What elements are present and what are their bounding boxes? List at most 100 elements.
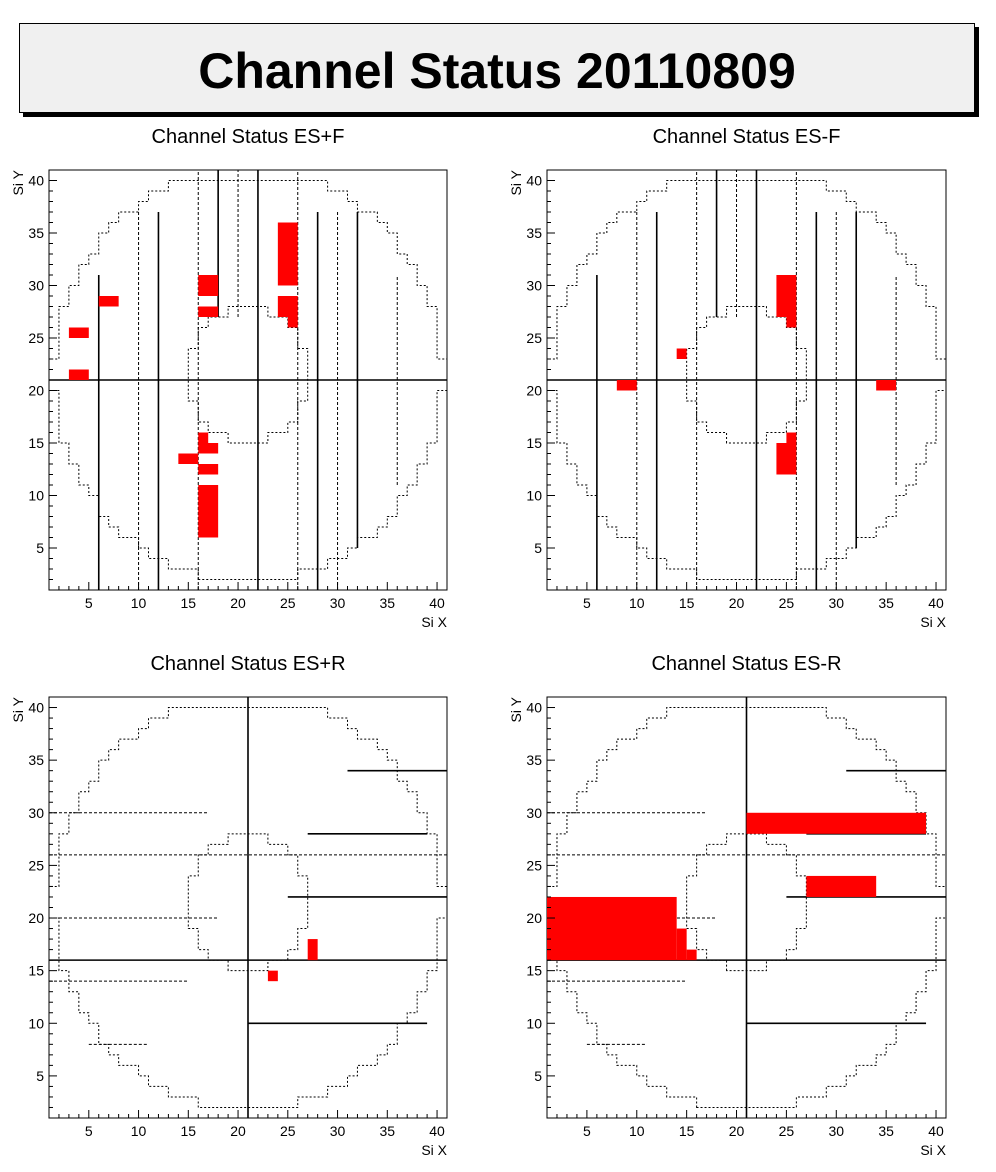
- bad-channel-region: [198, 432, 209, 443]
- x-tick-label: 40: [928, 1123, 944, 1139]
- y-tick-label: 5: [36, 540, 44, 556]
- chart-panel-3: 5 10 15 20 25 30 35 40 5 10 15 20 25 30 35 40 Channel St…: [10, 653, 448, 1158]
- bad-channel-region: [776, 275, 797, 317]
- x-tick-label: 30: [330, 595, 346, 611]
- x-tick-label: 35: [878, 1123, 894, 1139]
- bad-channel-region: [676, 928, 687, 961]
- y-tick-label: 25: [526, 857, 542, 873]
- chart-panel-2: 5 10 15 20 25 30 35 40 5 10 15 20 25 30 35 40 Channel St…: [508, 126, 947, 630]
- panel-title: Channel Status ES+F: [152, 126, 345, 148]
- bad-channel-region: [198, 485, 219, 538]
- x-tick-label: 25: [280, 595, 296, 611]
- y-tick-label: 10: [526, 1015, 542, 1031]
- x-axis-label: Si X: [421, 614, 447, 630]
- y-tick-label: 30: [28, 805, 44, 821]
- y-tick-label: 20: [526, 910, 542, 926]
- x-tick-label: 20: [230, 595, 246, 611]
- y-tick-label: 15: [526, 435, 542, 451]
- y-tick-label: 10: [526, 488, 542, 504]
- y-tick-label: 5: [534, 1068, 542, 1084]
- canvas-title-box: Channel Status 20110809: [19, 23, 975, 113]
- panel-title: Channel Status ES-R: [651, 653, 841, 675]
- detector-outline: [48, 180, 448, 580]
- x-tick-label: 20: [729, 1123, 745, 1139]
- x-tick-label: 35: [878, 595, 894, 611]
- x-tick-label: 15: [181, 1123, 197, 1139]
- y-axis-label: Si Y: [508, 696, 524, 722]
- x-tick-label: 30: [828, 595, 844, 611]
- y-axis-label: Si Y: [10, 169, 26, 195]
- bad-channel-region: [786, 317, 797, 328]
- bad-channel-region: [547, 896, 677, 961]
- y-tick-label: 15: [28, 435, 44, 451]
- central-hole-outline: [187, 833, 309, 972]
- y-tick-label: 5: [36, 1068, 44, 1084]
- chart-panel-4: 5 10 15 20 25 30 35 40 5 10 15 20 25 30 35 40 Channel St…: [508, 653, 947, 1158]
- bad-channel-region: [876, 380, 897, 391]
- bad-channel-region: [68, 369, 89, 380]
- bad-channel-region: [98, 296, 119, 307]
- x-tick-label: 10: [131, 1123, 147, 1139]
- x-axis-label: Si X: [920, 614, 946, 630]
- bad-channel-region: [776, 443, 797, 475]
- y-tick-label: 20: [526, 383, 542, 399]
- bad-channel-region: [806, 875, 877, 897]
- x-tick-label: 5: [583, 595, 591, 611]
- y-axis-label: Si Y: [508, 169, 524, 195]
- x-tick-label: 35: [380, 595, 396, 611]
- y-axis-label: Si Y: [10, 696, 26, 722]
- panel-title: Channel Status ES-F: [653, 126, 841, 148]
- panel-title: Channel Status ES+R: [150, 653, 345, 675]
- y-tick-label: 20: [28, 383, 44, 399]
- x-tick-label: 25: [779, 1123, 795, 1139]
- y-tick-label: 15: [28, 963, 44, 979]
- y-tick-label: 30: [526, 278, 542, 294]
- y-tick-label: 25: [526, 330, 542, 346]
- bad-channel-region: [68, 327, 89, 338]
- detector-outline: [546, 180, 947, 580]
- bad-channel-region: [198, 464, 219, 475]
- x-axis-label: Si X: [920, 1142, 946, 1158]
- y-tick-label: 5: [534, 540, 542, 556]
- bad-channel-region: [198, 275, 219, 296]
- x-tick-label: 40: [928, 595, 944, 611]
- x-axis-label: Si X: [421, 1142, 447, 1158]
- bad-channel-region: [198, 306, 219, 317]
- x-tick-label: 40: [429, 595, 445, 611]
- x-tick-label: 10: [629, 595, 645, 611]
- x-tick-label: 10: [629, 1123, 645, 1139]
- y-tick-label: 35: [28, 752, 44, 768]
- bad-channel-region: [178, 453, 199, 464]
- y-tick-label: 30: [28, 278, 44, 294]
- x-tick-label: 25: [280, 1123, 296, 1139]
- x-tick-label: 20: [729, 595, 745, 611]
- x-tick-label: 30: [330, 1123, 346, 1139]
- bad-channel-region: [746, 812, 927, 834]
- x-tick-label: 40: [429, 1123, 445, 1139]
- y-tick-label: 20: [28, 910, 44, 926]
- bad-channel-region: [198, 443, 219, 454]
- x-tick-label: 10: [131, 595, 147, 611]
- bad-channel-region: [267, 970, 278, 982]
- y-tick-label: 40: [28, 173, 44, 189]
- y-tick-label: 25: [28, 330, 44, 346]
- x-tick-label: 15: [679, 595, 695, 611]
- detector-outline: [546, 707, 947, 1108]
- y-tick-label: 10: [28, 488, 44, 504]
- y-tick-label: 35: [526, 225, 542, 241]
- x-tick-label: 20: [230, 1123, 246, 1139]
- y-tick-label: 40: [28, 700, 44, 716]
- x-tick-label: 25: [779, 595, 795, 611]
- x-tick-label: 30: [828, 1123, 844, 1139]
- x-tick-label: 15: [181, 595, 197, 611]
- bad-channel-region: [686, 949, 697, 961]
- y-tick-label: 25: [28, 857, 44, 873]
- bad-channel-region: [786, 432, 797, 443]
- y-tick-label: 10: [28, 1015, 44, 1031]
- x-tick-label: 15: [679, 1123, 695, 1139]
- bad-channel-region: [277, 222, 298, 286]
- bad-channel-region: [676, 348, 687, 359]
- y-tick-label: 35: [526, 752, 542, 768]
- x-tick-label: 35: [380, 1123, 396, 1139]
